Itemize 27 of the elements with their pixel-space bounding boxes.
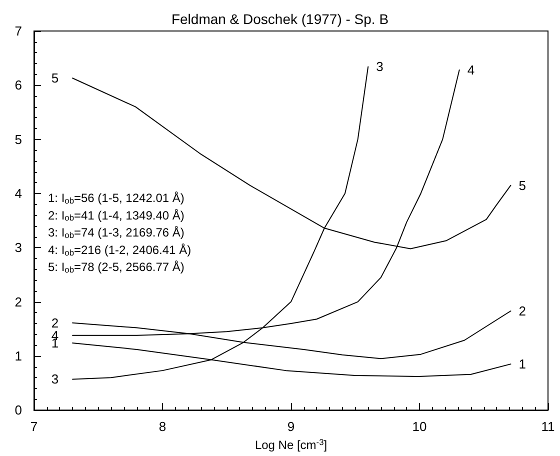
series-label: 1	[518, 356, 526, 372]
y-tick-label: 2	[14, 294, 22, 310]
x-tick-label: 7	[30, 419, 38, 434]
annotation: 3: Iob=74 (1-3, 2169.76 Å)	[48, 226, 184, 240]
y-tick-label: 1	[14, 348, 22, 364]
annotation: 2: Iob=41 (1-4, 1349.40 Å)	[48, 208, 184, 223]
y-tick-label: 0	[14, 402, 22, 418]
annotation: 4: Iob=216 (1-2, 2406.41 Å)	[48, 242, 192, 258]
y-tick-label: 4	[14, 186, 22, 201]
series-label: 4	[467, 62, 475, 78]
y-tick-label: 5	[14, 132, 22, 147]
x-tick-label: 11	[541, 419, 555, 434]
y-tick-label: 6	[14, 78, 22, 93]
x-tick-label: 9	[287, 419, 295, 434]
x-tick-label: 10	[412, 419, 427, 434]
text: 5	[51, 70, 59, 86]
text: 3	[51, 372, 59, 387]
series-label: 3	[376, 59, 384, 74]
text: 2	[51, 315, 59, 330]
x-tick-label: 8	[158, 419, 166, 434]
y-tick-label: 7	[14, 24, 22, 38]
chart-title: Feldman & Doschek (1977) - Sp. B	[171, 11, 389, 27]
annotation: 5: Iob=78 (2-5, 2566.77 Å)	[48, 260, 184, 275]
annotation: 1: Iob=56 (1-5, 1242.01 Å)	[48, 191, 184, 206]
y-tick-label: 3	[14, 240, 22, 256]
series-label: 5	[518, 178, 526, 193]
series-label: 2	[518, 303, 526, 318]
